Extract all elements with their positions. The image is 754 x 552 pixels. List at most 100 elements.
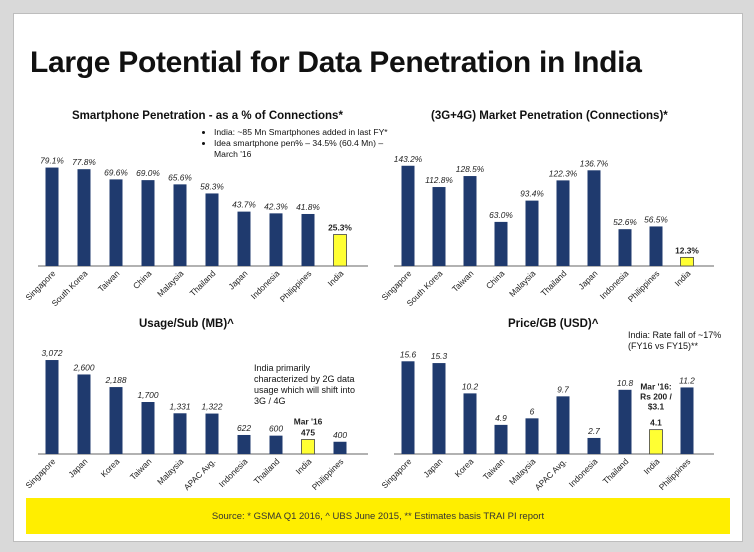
bar-label-india: 475 [301,427,315,437]
bar-singapore [401,361,415,454]
chart-3-note: India primarily characterized by 2G data… [254,363,356,406]
chart-4-svg: 15.6 Singapore 15.3 Japan 10.2 Korea 4.9 Taiwan… [379,349,714,492]
bar-philippines [649,226,663,266]
bar-japan [587,170,601,266]
bar-label-apac-avg: 1,322 [202,402,223,412]
tick-label-malaysia: Malaysia [507,268,538,299]
bar-label-taiwan: 69.6% [104,167,128,177]
tick-label-thailand: Thailand [252,456,282,486]
bar-label-korea: 10.2 [462,381,479,391]
bar-malaysia [173,413,187,454]
bar-malaysia [173,184,187,266]
bar-label-philippines: 11.2 [679,375,695,385]
chart-4-note: India: Rate fall of ~17% (FY16 vs FY15)*… [628,330,722,351]
india-tag: Mar '16: Rs 200 /$3.1 [640,382,672,412]
tick-label-korea: Korea [99,456,122,479]
bar-label-malaysia: 93.4% [520,189,544,199]
bar-label-japan: 136.7% [580,158,609,168]
bar-korea [109,387,123,454]
bar-taiwan [109,179,123,266]
bar-thailand [269,435,283,454]
bar-singapore [401,165,415,266]
bar-india [301,439,315,455]
source-text: Source: * GSMA Q1 2016, ^ UBS June 2015,… [211,510,545,522]
tick-label-india: India [641,456,661,476]
bar-label-singapore: 3,072 [42,348,63,358]
bar-label-taiwan: 1,700 [138,390,159,400]
bar-indonesia [618,229,632,266]
tick-label-philippines: Philippines [310,456,346,492]
bar-malaysia [525,200,539,266]
chart-price-per-gb: 15.6 Singapore 15.3 Japan 10.2 Korea 4.9 Taiwan… [379,336,726,501]
bar-philippines [301,213,315,266]
tick-label-japan: Japan [421,456,444,479]
tick-label-taiwan: Taiwan [481,456,507,482]
tick-label-apac-avg: APAC Avg. [182,456,218,492]
bar-taiwan [494,424,508,454]
tick-label-philippines: Philippines [626,268,662,304]
tick-label-singapore: Singapore [379,456,413,490]
bar-india [649,429,663,455]
bar-label-singapore: 15.6 [400,349,417,359]
bar-singapore [45,167,59,266]
chart-smartphone-penetration: 79.1% Singapore 77.8% South Korea 69.6% Taiwa… [23,134,375,324]
bar-south-korea [77,169,91,266]
tick-label-apac-avg: APAC Avg. [533,456,569,492]
tick-label-india: India [325,268,345,288]
tick-label-indonesia: Indonesia [217,456,250,489]
chart-3-svg: 3,072 Singapore 2,600 Japan 2,188 Korea 1,700 T… [23,348,368,492]
bar-label-india: 4.1 [650,418,662,428]
tick-label-china: China [484,268,507,291]
bar-label-philippines: 41.8% [296,202,320,212]
tick-label-thailand: Thailand [601,456,631,486]
chart-4-title: Price/GB (USD)^ [508,318,599,330]
chart-1-notes: India: ~85 Mn Smartphones added in last … [204,127,394,160]
bar-india [680,256,694,267]
tick-label-india: India [293,456,313,476]
india-tag-line: Rs 200 / [640,392,672,402]
tick-label-philippines: Philippines [278,268,314,304]
bar-malaysia [525,418,539,454]
tick-label-indonesia: Indonesia [249,268,282,301]
bar-label-thailand: 58.3% [200,181,224,191]
chart-3g4g-penetration: 143.2% Singapore 112.8% South Korea 128.5% Ta… [379,134,726,324]
tick-label-korea: Korea [453,456,476,479]
bar-label-south-korea: 112.8% [425,175,453,185]
bar-label-thailand: 122.3% [549,168,578,178]
chart-usage-per-sub: 3,072 Singapore 2,600 Japan 2,188 Korea 1,700 T… [23,336,375,501]
bar-china [141,180,155,266]
bar-japan [432,363,446,454]
bar-apac-avg [556,396,570,454]
tick-label-philippines: Philippines [657,456,693,492]
bar-label-china: 69.0% [136,168,160,178]
bar-label-indonesia: 52.6% [613,217,637,227]
tick-label-malaysia: Malaysia [507,456,538,487]
tick-label-thailand: Thailand [188,268,218,298]
bar-south-korea [432,187,446,266]
bar-label-indonesia: 622 [237,423,251,433]
bar-japan [77,374,91,454]
bar-indonesia [269,213,283,266]
bar-korea [463,393,477,454]
tick-label-malaysia: Malaysia [155,456,186,487]
bar-label-china: 63.0% [489,210,513,220]
india-tag-line: $3.1 [648,402,665,412]
tick-label-indonesia: Indonesia [567,456,600,489]
bar-label-indonesia: 2.7 [587,426,600,436]
bar-label-korea: 2,188 [105,375,127,385]
bar-label-malaysia: 65.6% [168,172,192,182]
tick-label-china: China [131,268,154,291]
bar-label-singapore: 79.1% [40,156,64,166]
bar-china [494,221,508,266]
source-band: Source: * GSMA Q1 2016, ^ UBS June 2015,… [26,498,730,534]
bar-thailand [205,193,219,266]
tick-label-japan: Japan [576,268,599,291]
bar-label-philippines: 56.5% [644,214,668,224]
slide-title: Large Potential for Data Penetration in … [30,46,642,79]
tick-label-japan: Japan [226,268,249,291]
bar-label-malaysia: 1,331 [170,401,191,411]
bar-label-philippines: 400 [333,430,347,440]
bar-philippines [333,441,347,454]
